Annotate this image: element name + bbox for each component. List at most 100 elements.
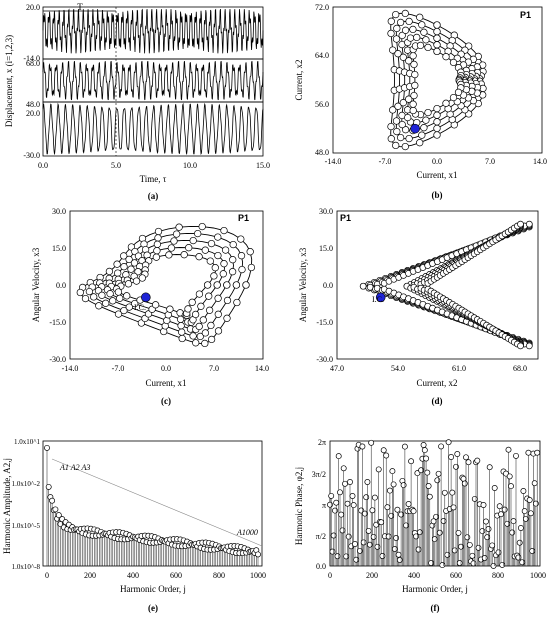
b-point: [449, 58, 458, 67]
c-label: P1: [238, 213, 249, 223]
f-point: [529, 548, 536, 554]
b-point: [433, 21, 441, 29]
c-point: [114, 310, 123, 318]
f-xtick-2: 400: [408, 571, 420, 580]
d-caption: (d): [432, 396, 443, 406]
d-xtick-2: 61.0: [452, 364, 466, 373]
b-point: [416, 13, 424, 21]
f-ytick-0: 2π: [318, 438, 326, 447]
f-point: [337, 489, 343, 496]
c-point: [214, 233, 222, 241]
b-ylabel: Current, x2: [294, 60, 304, 101]
c-point: [125, 303, 133, 311]
f-point: [371, 494, 378, 501]
b-point: [442, 99, 450, 107]
f-point: [394, 506, 401, 513]
c-point: [246, 248, 254, 256]
c-point: [237, 252, 246, 260]
f-point: [449, 489, 456, 496]
f-point: [483, 518, 489, 525]
f-point: [330, 532, 337, 539]
c-point: [178, 334, 186, 343]
f-point: [506, 473, 513, 480]
c-point: [166, 305, 174, 313]
b-point: [392, 141, 400, 150]
b-point: [424, 108, 432, 117]
e-ytick-0: 1.0x10^1: [14, 438, 41, 446]
b-point: [410, 60, 418, 69]
d-ytick-3: -15.0: [316, 318, 333, 327]
d-ytick-1: 15.0: [319, 244, 333, 253]
f-point: [413, 533, 420, 540]
c-ytick-0: 30.0: [52, 207, 66, 216]
c-point: [180, 251, 188, 259]
f-point: [328, 492, 335, 499]
c-point: [210, 272, 218, 280]
a-xlabel: Time, τ: [140, 174, 167, 184]
d-ylabel: Angular Velocity, x3: [298, 247, 308, 322]
f-point: [366, 541, 373, 548]
a-ytick-2b: 48.0: [26, 100, 40, 109]
c-point: [211, 264, 219, 272]
c-point: [213, 281, 221, 289]
c-point: [196, 332, 204, 341]
b-point: [433, 104, 441, 113]
f-point: [400, 482, 407, 489]
f-point: [505, 446, 512, 453]
f-point: [380, 447, 387, 454]
d-xlabel: Current, x2: [417, 378, 458, 388]
f-point: [365, 527, 372, 534]
f-point: [481, 555, 488, 561]
c-point: [127, 265, 135, 273]
c-point: [238, 265, 246, 274]
f-point: [410, 508, 417, 515]
b-xtick-4: 14.0: [533, 157, 547, 166]
f-point: [450, 504, 457, 511]
c-point: [153, 240, 162, 248]
c-point: [131, 299, 139, 308]
e-ylabel: Harmonic Amplitude, A2,j: [2, 458, 12, 554]
c-point: [205, 306, 214, 314]
f-point: [340, 465, 347, 472]
f-point: [479, 528, 486, 535]
b-point: [424, 43, 432, 52]
c-point: [189, 332, 197, 340]
f-point: [434, 477, 441, 484]
c-point: [165, 251, 173, 259]
b-initial-condition: [410, 123, 420, 134]
f-point: [461, 480, 468, 487]
f-point: [480, 502, 487, 508]
panel-d: I.C. P1 30.0 15.0 0.0 -15.0 -30.0 47.0 5…: [298, 207, 539, 406]
f-point: [329, 548, 336, 555]
f-point: [345, 533, 352, 540]
c-point: [188, 298, 196, 306]
e-point: [52, 506, 59, 513]
f-point: [352, 541, 358, 547]
c-point: [123, 292, 131, 300]
f-point: [454, 451, 461, 457]
e-point: [45, 483, 52, 490]
e-xtick-0: 0: [45, 571, 49, 580]
f-point: [448, 454, 455, 460]
f-point: [426, 493, 433, 500]
f-point: [438, 443, 445, 450]
b-point: [449, 93, 458, 102]
f-point: [532, 500, 539, 507]
c-point: [125, 255, 133, 264]
f-point: [335, 453, 342, 460]
d-ic-label: I.C.: [372, 295, 384, 304]
f-xtick-4: 800: [492, 571, 504, 580]
f-point: [364, 479, 371, 485]
f-xlabel: Harmonic Order, j: [402, 584, 468, 594]
b-point: [418, 21, 426, 29]
b-point: [387, 29, 395, 38]
f-point: [435, 470, 442, 477]
a-ytick-1a: 20.0: [26, 3, 40, 12]
f-ytick-2: π: [322, 501, 326, 510]
c-point: [152, 253, 161, 261]
c-point: [223, 281, 231, 289]
b-point: [409, 52, 417, 60]
f-point: [445, 439, 452, 446]
f-point: [485, 526, 492, 532]
c-point: [201, 246, 209, 254]
